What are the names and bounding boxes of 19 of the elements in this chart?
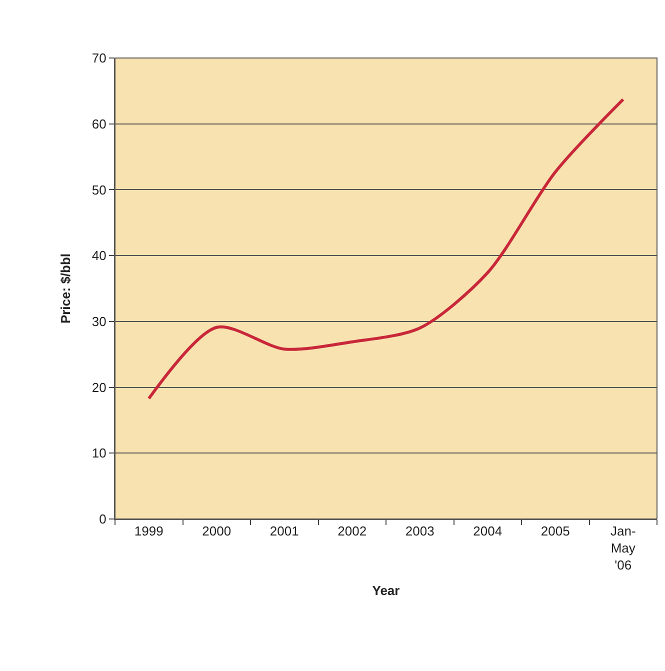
y-tick-label: 50 bbox=[92, 182, 106, 198]
y-tick-label: 40 bbox=[92, 248, 106, 264]
y-tick-label: 30 bbox=[92, 314, 106, 329]
y-tick-label: 70 bbox=[92, 50, 106, 66]
x-tick-label: 2002 bbox=[338, 524, 367, 539]
x-axis-title: Year bbox=[372, 583, 400, 598]
y-axis-title: Price: $/bbl bbox=[58, 253, 73, 324]
x-tick-label: 2000 bbox=[202, 524, 232, 539]
x-tick-label: 2005 bbox=[540, 524, 570, 539]
x-tick-label: 2001 bbox=[270, 524, 299, 539]
x-tick-label: Jan- May '06 bbox=[610, 524, 636, 572]
line-series bbox=[147, 98, 625, 400]
x-tick-label: 1999 bbox=[134, 524, 164, 539]
y-tick-label: 0 bbox=[99, 512, 106, 527]
y-tick-label: 60 bbox=[92, 116, 106, 132]
x-tick-label: 2004 bbox=[473, 524, 502, 539]
y-tick-label: 20 bbox=[92, 380, 106, 395]
x-tick-label: 2003 bbox=[405, 524, 434, 539]
y-tick-label: 10 bbox=[92, 446, 106, 461]
